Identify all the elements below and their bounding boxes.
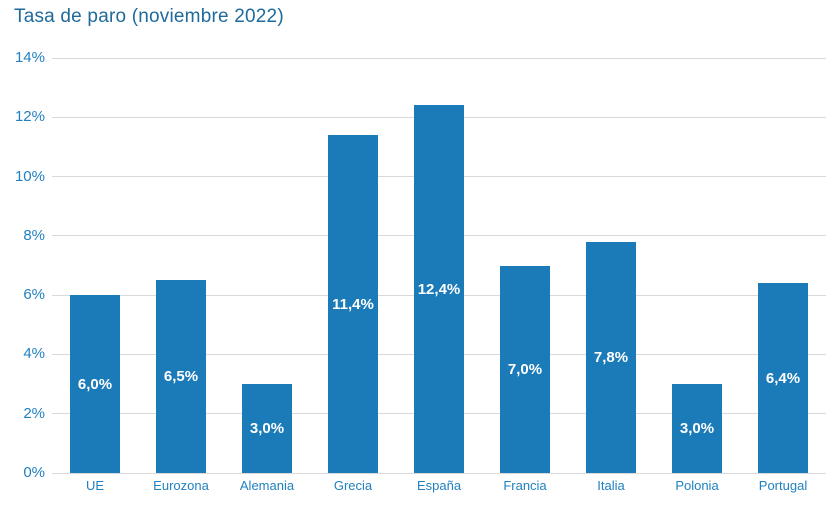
x-axis-label-Francia: Francia xyxy=(503,478,547,493)
gridline-14% xyxy=(52,57,826,59)
bar-slot-Polonia: 3,0% xyxy=(654,58,740,473)
x-axis-label-Italia: Italia xyxy=(597,478,625,493)
x-axis-label-UE: UE xyxy=(85,478,105,493)
bar-value-label-Portugal: 6,4% xyxy=(765,369,801,387)
bar-slot-UE: 6,0% xyxy=(52,58,138,473)
y-tick-label-14%: 14% xyxy=(14,49,45,66)
bar-value-label-UE: 6,0% xyxy=(77,375,113,393)
bar-value-label-Grecia: 11,4% xyxy=(332,295,374,313)
bar-Alemania: 3,0% xyxy=(242,384,292,473)
bar-España: 12,4% xyxy=(414,105,464,473)
x-axis-label-Alemania: Alemania xyxy=(239,478,295,493)
y-tick-label-2%: 2% xyxy=(23,404,45,422)
y-tick-label-12%: 12% xyxy=(14,108,45,126)
bar-value-label-España: 12,4% xyxy=(417,280,461,298)
bars-container: 6,0% 6,5% 3,0% 11,4% 12,4% 7,0% 7,8% 3,0% 6,4% xyxy=(52,58,826,473)
y-tick-label-6%: 6% xyxy=(23,286,45,304)
y-tick-label-0%: 0% xyxy=(23,464,45,481)
bar-value-label-Polonia: 3,0% xyxy=(679,420,715,438)
bar-value-label-Eurozona: 6,5% xyxy=(163,368,199,386)
x-axis: UE Eurozona Alemania Grecia España Francia Ita… xyxy=(52,478,826,493)
bar-slot-Grecia: 11,4% xyxy=(310,58,396,473)
bar-Portugal: 6,4% xyxy=(758,283,808,473)
bar-value-label-Italia: 7,8% xyxy=(593,348,629,366)
bar-slot-España: 12,4% xyxy=(396,58,482,473)
bar-Italia: 7,8% xyxy=(586,241,636,473)
bar-Polonia: 3,0% xyxy=(672,384,722,473)
x-axis-label-Grecia: Grecia xyxy=(333,478,373,493)
y-tick-label-8%: 8% xyxy=(23,226,45,244)
y-tick-label-4%: 4% xyxy=(23,345,45,363)
bar-Grecia: 11,4% xyxy=(328,135,378,473)
chart-title: Tasa de paro (noviembre 2022) xyxy=(14,6,284,27)
bar-slot-Portugal: 6,4% xyxy=(740,58,826,473)
y-tick-label-10%: 10% xyxy=(14,167,45,185)
bar-slot-Italia: 7,8% xyxy=(568,58,654,473)
plot-area: 6,0% 6,5% 3,0% 11,4% 12,4% 7,0% 7,8% 3,0% 6,4% xyxy=(52,57,826,474)
x-axis-label-Eurozona: Eurozona xyxy=(153,478,209,493)
bar-UE: 6,0% xyxy=(70,295,120,473)
bar-slot-Francia: 7,0% xyxy=(482,58,568,473)
bar-Francia: 7,0% xyxy=(500,265,550,473)
bar-Eurozona: 6,5% xyxy=(156,280,206,473)
bar-slot-Alemania: 3,0% xyxy=(224,58,310,473)
bar-value-label-Francia: 7,0% xyxy=(507,360,543,378)
bar-slot-Eurozona: 6,5% xyxy=(138,58,224,473)
x-axis-label-Polonia: Polonia xyxy=(675,478,719,493)
gridline-0% xyxy=(52,472,826,474)
x-axis-label-España: España xyxy=(416,478,462,493)
x-axis-label-Portugal: Portugal xyxy=(758,478,808,493)
bar-value-label-Alemania: 3,0% xyxy=(249,420,285,438)
